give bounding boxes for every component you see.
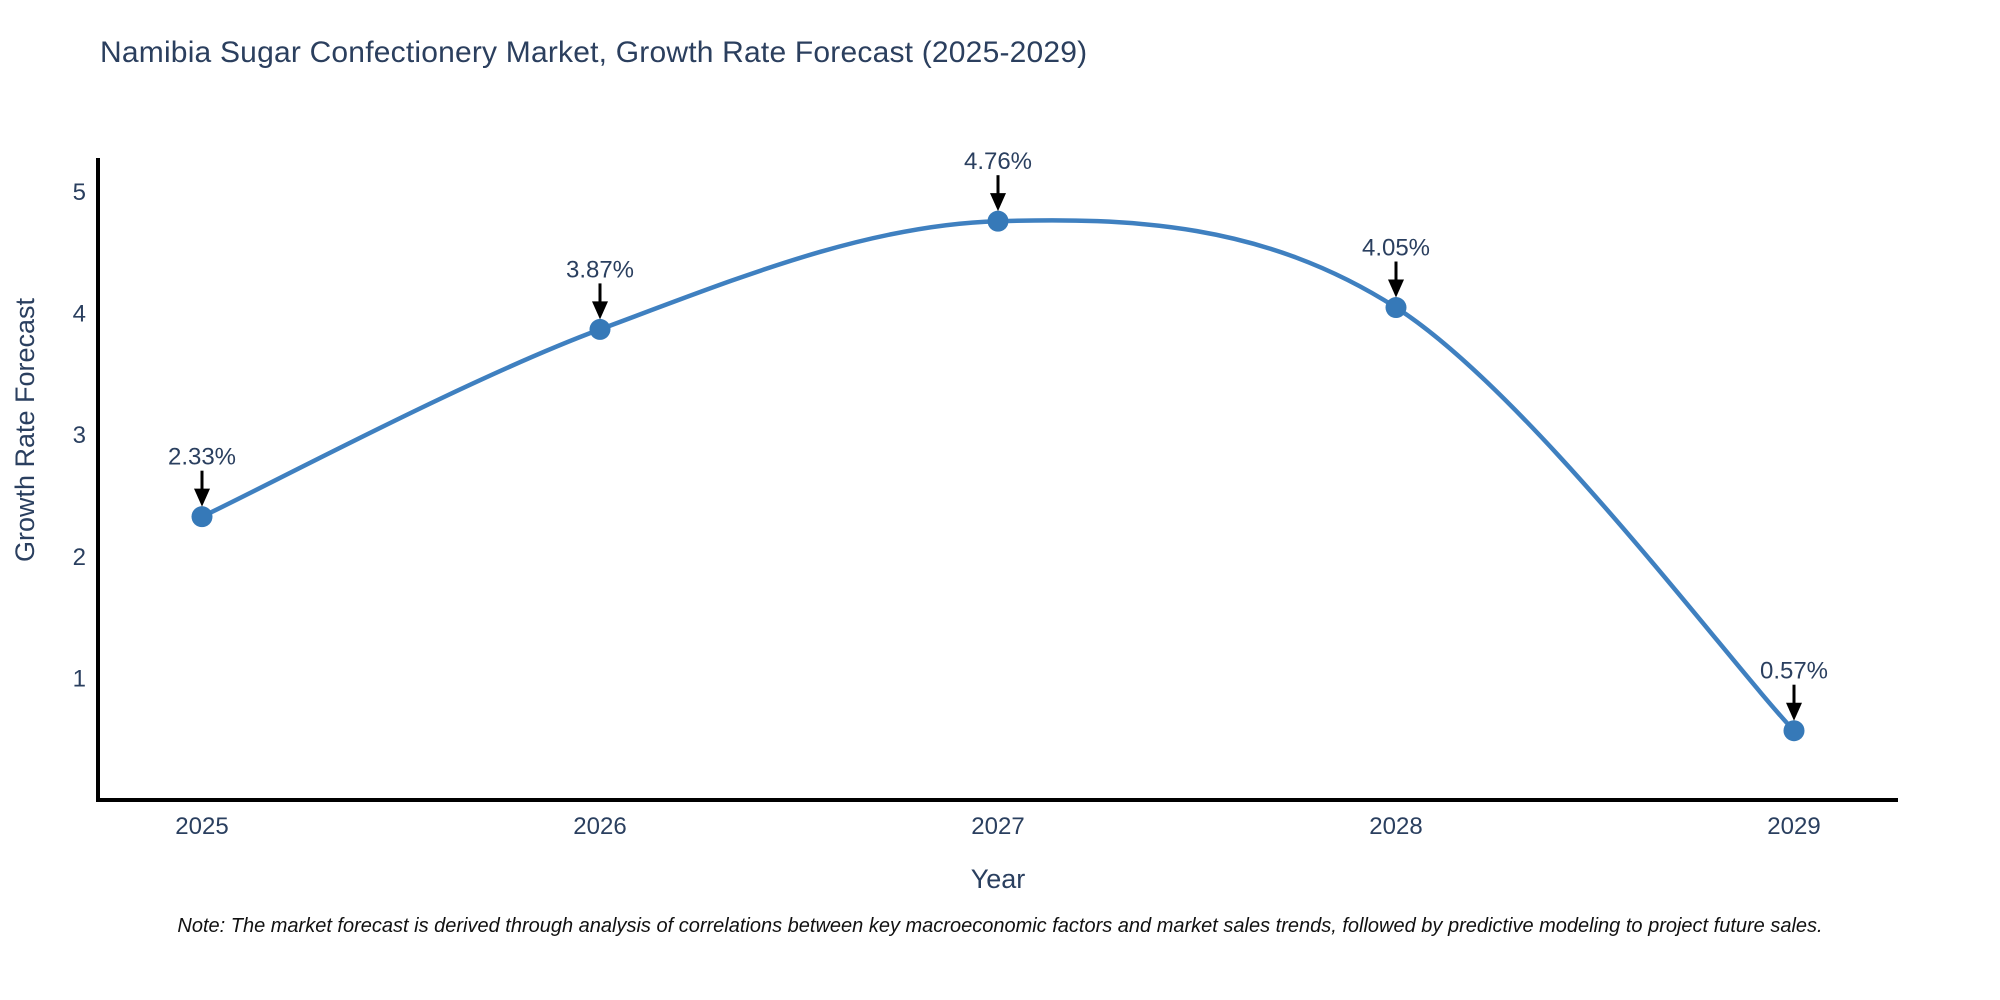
x-tick-label-2028: 2028 <box>1369 813 1422 840</box>
x-tick-label-2025: 2025 <box>175 813 228 840</box>
data-point-2029[interactable] <box>1783 720 1805 742</box>
annotation-arrow-head-icon <box>1786 702 1802 721</box>
y-tick-label-1: 1 <box>73 665 86 692</box>
annotation-label-2028: 4.05% <box>1362 235 1430 262</box>
data-point-2025[interactable] <box>191 506 213 528</box>
annotation-label-2029: 0.57% <box>1760 658 1828 685</box>
forecast-line <box>199 218 1797 733</box>
chart-title: Namibia Sugar Confectionery Market, Grow… <box>100 36 1088 69</box>
line-chart-canvas[interactable]: 1 2 3 4 5 2025 2026 2027 2028 2029 2.33% 3.87% 4.76%… <box>0 0 2000 910</box>
x-tick-label-2029: 2029 <box>1767 813 1820 840</box>
annotation-label-2025: 2.33% <box>168 444 236 471</box>
y-tick-label-2: 2 <box>73 544 86 571</box>
annotation-arrow-head-icon <box>194 488 210 507</box>
x-axis-title: Year <box>971 864 1026 894</box>
data-point-2026[interactable] <box>589 318 611 340</box>
annotation-label-2026: 3.87% <box>566 256 634 283</box>
y-tick-label-5: 5 <box>73 179 86 206</box>
y-tick-label-4: 4 <box>73 301 86 328</box>
plot-area: 1 2 3 4 5 2025 2026 2027 2028 2029 2.33% 3.87% 4.76%… <box>73 148 1898 840</box>
annotation-arrow-head-icon <box>592 301 608 320</box>
x-tick-label-2026: 2026 <box>573 813 626 840</box>
footnote: Note: The market forecast is derived thr… <box>177 915 1823 937</box>
data-point-2027[interactable] <box>987 210 1009 232</box>
x-tick-label-2027: 2027 <box>971 813 1024 840</box>
y-tick-label-3: 3 <box>73 422 86 449</box>
annotation-arrow-head-icon <box>1388 279 1404 298</box>
annotation-arrow-head-icon <box>990 193 1006 212</box>
y-axis-title: Growth Rate Forecast <box>10 297 40 562</box>
annotation-label-2027: 4.76% <box>964 148 1032 175</box>
data-point-2028[interactable] <box>1385 297 1407 319</box>
